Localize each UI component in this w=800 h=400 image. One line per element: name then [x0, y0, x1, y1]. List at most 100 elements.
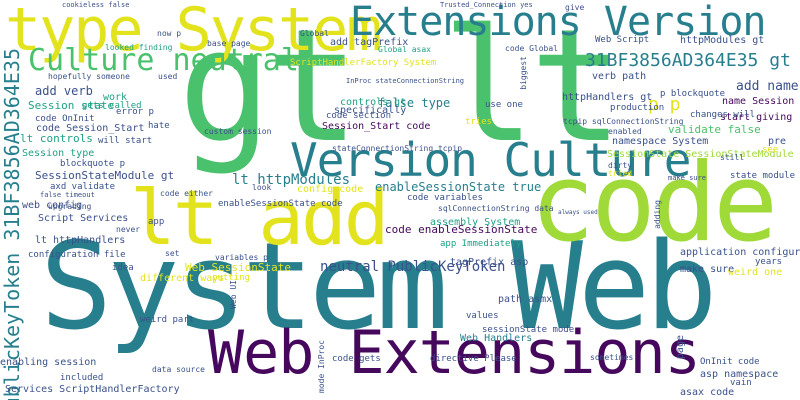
- word: configuration file: [28, 250, 126, 260]
- word: error p: [116, 107, 154, 117]
- word: Services ScriptHandlerFactory: [5, 384, 180, 395]
- word: hate: [148, 121, 170, 131]
- word: changes will: [690, 110, 756, 120]
- word: code variables: [407, 193, 483, 203]
- word: putting: [212, 273, 250, 283]
- word: tried: [608, 169, 633, 178]
- word: make sure: [668, 174, 706, 182]
- word: idea: [112, 263, 134, 273]
- word: Web SessionState: [185, 261, 291, 274]
- word: Global asax: [378, 45, 431, 54]
- word: PublicKeyToken 31BF3856AD364E35: [0, 48, 24, 400]
- word: lt httpHandlers: [35, 235, 126, 246]
- word: work: [103, 92, 128, 103]
- word: set: [165, 249, 180, 258]
- word: variables p: [215, 253, 268, 262]
- word: code section: [326, 111, 392, 121]
- word: enableSessionState code: [218, 199, 343, 209]
- word: included: [60, 373, 104, 383]
- word: never: [116, 225, 141, 234]
- word: sometimes: [590, 353, 634, 362]
- word: validate false: [668, 123, 761, 136]
- word: sessionState mode: [482, 325, 575, 335]
- word: lt controls: [20, 132, 93, 145]
- word: System Web: [40, 218, 717, 357]
- word: lt add: [130, 173, 390, 262]
- word: Web Extensions: [208, 318, 701, 388]
- word: SessionStateModule gt: [35, 169, 175, 182]
- word: Session state: [28, 99, 115, 112]
- word: asp namespace: [700, 369, 779, 380]
- word: neutral PublicKeyToken: [320, 259, 506, 275]
- word: Culture neutral: [28, 43, 299, 78]
- word: values: [466, 311, 499, 321]
- word: code: [530, 141, 778, 266]
- word: vain: [730, 378, 752, 388]
- word: app: [148, 217, 165, 227]
- word: verb path: [592, 71, 647, 82]
- word: look: [252, 183, 272, 192]
- word: code Session_Start: [36, 123, 145, 134]
- word: Session_Start code: [322, 121, 431, 132]
- word: gt lt: [178, 0, 624, 177]
- word: httpModules gt: [680, 35, 765, 46]
- word: SessionState SessionStateModule: [607, 149, 794, 160]
- word: code enableSessionState: [385, 223, 538, 236]
- word: application configuration: [680, 247, 800, 258]
- word: Trusted_Connection yes: [440, 1, 533, 9]
- word: httpHandlers gt: [562, 92, 653, 103]
- word: base page: [207, 39, 251, 48]
- word: always used: [558, 209, 598, 216]
- word: see: [762, 145, 779, 155]
- word: add verb: [35, 84, 93, 98]
- word: dirty: [608, 161, 633, 170]
- word: sqlConnectionString data: [438, 204, 554, 213]
- word: weird part: [140, 315, 195, 325]
- word: specifically: [334, 105, 407, 116]
- word: mode InProc: [317, 340, 326, 393]
- word: name Session: [722, 96, 795, 107]
- word: use one: [485, 100, 523, 110]
- word: InProc stateConnectionString: [346, 77, 465, 85]
- word: enableSessionState true: [375, 180, 542, 194]
- word: web config: [22, 200, 83, 211]
- word: custom session: [204, 127, 272, 136]
- word: code Global: [505, 44, 558, 53]
- word: adding: [653, 200, 662, 229]
- word: Web Handlers: [460, 333, 533, 344]
- word: assembly System: [430, 217, 521, 228]
- word: looked finding: [105, 43, 173, 52]
- word: add name: [736, 79, 799, 94]
- word: 31BF3856AD364E35 gt: [585, 50, 791, 71]
- word: path asmx: [498, 294, 553, 305]
- word: asax code: [680, 387, 735, 398]
- word: tagPrefix asp: [450, 257, 529, 268]
- word: will start: [98, 136, 153, 146]
- word: Version Culture: [290, 133, 691, 187]
- word: directive Please: [430, 354, 517, 364]
- word: tcpip sqlConnectionString: [563, 117, 684, 126]
- word: pre: [768, 136, 787, 147]
- word: add tagPrefix: [330, 37, 409, 48]
- word: false type: [378, 96, 451, 110]
- word: cookieless false: [62, 1, 130, 9]
- word: give: [565, 3, 585, 12]
- word: false timeout: [40, 191, 95, 199]
- word: Session type: [22, 148, 95, 159]
- word: different ways: [140, 273, 225, 284]
- word: start giving: [720, 112, 793, 123]
- word: production: [610, 103, 665, 113]
- word: app Immediately: [440, 239, 522, 249]
- word: code gets: [332, 354, 381, 364]
- word: Web Script: [595, 35, 650, 45]
- word: p blockquote: [660, 89, 726, 99]
- word: lt httpModules: [232, 172, 351, 188]
- word: p p: [648, 94, 681, 115]
- word: Global: [300, 29, 329, 38]
- word: stateConnectionString tcpip: [332, 144, 463, 153]
- word: now p: [157, 29, 182, 38]
- word: OnInit code: [700, 357, 760, 367]
- word: tries: [465, 117, 493, 127]
- word: enabled: [608, 127, 642, 136]
